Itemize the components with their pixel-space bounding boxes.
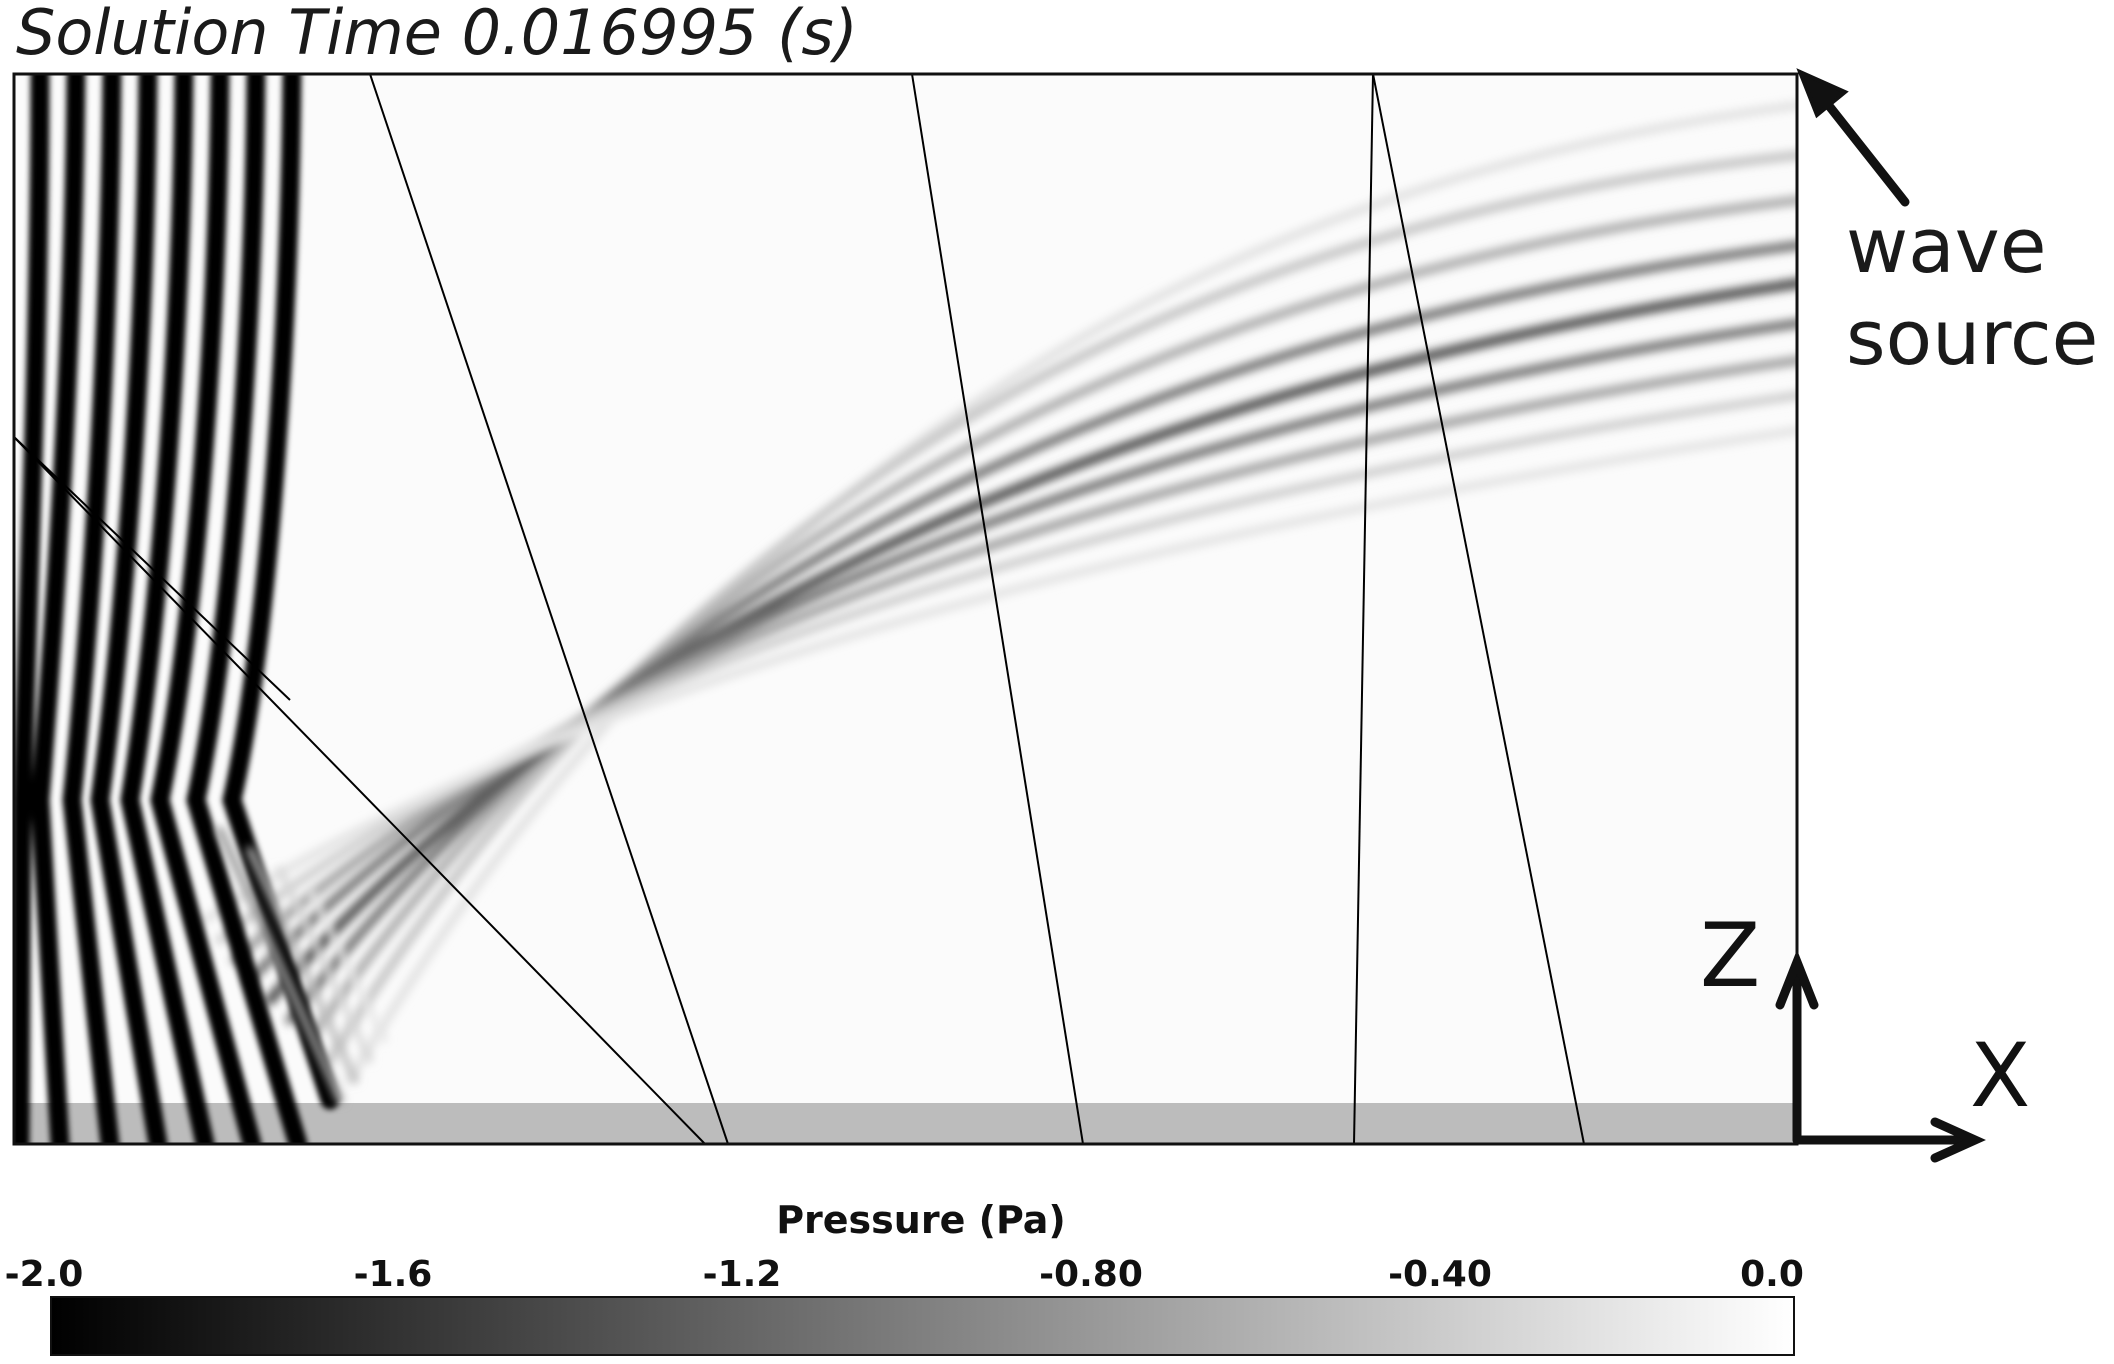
wave-source-label-line2: source <box>1846 293 2099 382</box>
wave-source-arrow <box>1796 68 1910 207</box>
colorbar-tick: -1.6 <box>353 1254 433 1295</box>
diffracted-ripples <box>216 826 388 1104</box>
outer-wave-arcs <box>200 100 1797 1085</box>
z-axis-label: Z <box>1700 904 1761 1007</box>
interface-lines <box>13 73 1585 1145</box>
colorbar-title: Pressure (Pa) <box>776 1198 1066 1242</box>
wave-source-label: wave source <box>1846 200 2098 384</box>
wave-source-label-line1: wave <box>1846 201 2047 290</box>
x-axis-arrow <box>1792 1117 1986 1163</box>
x-axis-label: X <box>1970 1024 2031 1127</box>
colorbar-tick: -0.40 <box>1388 1254 1492 1295</box>
colorbar-gradient <box>50 1296 1795 1356</box>
solution-time-title: Solution Time 0.016995 (s) <box>16 0 858 69</box>
domain-frame <box>12 72 1799 1146</box>
ground-strip <box>14 1103 1797 1144</box>
colorbar-tick: -1.2 <box>702 1254 782 1295</box>
colorbar-tick: 0.0 <box>1740 1254 1804 1295</box>
colorbar-tick: -0.80 <box>1039 1254 1143 1295</box>
colorbar-tick: -2.0 <box>4 1254 84 1295</box>
z-axis-arrow <box>1775 949 1819 1145</box>
left-wavefronts <box>14 74 340 1144</box>
